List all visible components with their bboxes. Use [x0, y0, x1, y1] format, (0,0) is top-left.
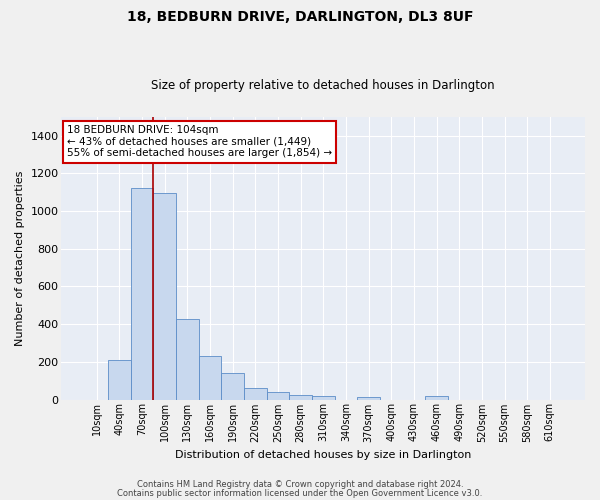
- Bar: [108, 360, 131, 400]
- Text: 18 BEDBURN DRIVE: 104sqm
← 43% of detached houses are smaller (1,449)
55% of sem: 18 BEDBURN DRIVE: 104sqm ← 43% of detach…: [67, 126, 332, 158]
- Bar: [289, 395, 312, 400]
- X-axis label: Distribution of detached houses by size in Darlington: Distribution of detached houses by size …: [175, 450, 472, 460]
- Bar: [244, 388, 266, 400]
- Bar: [199, 356, 221, 400]
- Text: 18, BEDBURN DRIVE, DARLINGTON, DL3 8UF: 18, BEDBURN DRIVE, DARLINGTON, DL3 8UF: [127, 10, 473, 24]
- Bar: [153, 193, 176, 400]
- Text: Contains HM Land Registry data © Crown copyright and database right 2024.: Contains HM Land Registry data © Crown c…: [137, 480, 463, 489]
- Bar: [131, 188, 153, 400]
- Bar: [357, 397, 380, 400]
- Bar: [425, 396, 448, 400]
- Bar: [266, 392, 289, 400]
- Bar: [176, 320, 199, 400]
- Title: Size of property relative to detached houses in Darlington: Size of property relative to detached ho…: [151, 79, 495, 92]
- Bar: [312, 396, 335, 400]
- Bar: [221, 372, 244, 400]
- Text: Contains public sector information licensed under the Open Government Licence v3: Contains public sector information licen…: [118, 488, 482, 498]
- Y-axis label: Number of detached properties: Number of detached properties: [15, 170, 25, 346]
